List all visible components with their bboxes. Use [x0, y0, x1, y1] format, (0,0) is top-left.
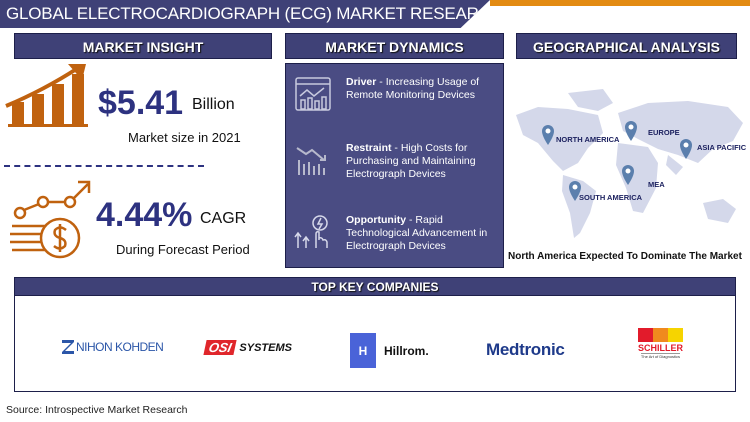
- logo-nihon-kohden: NIHON KOHDEN: [62, 340, 164, 354]
- declining-chart-icon: [296, 147, 326, 175]
- hillrom-mark-icon: H: [350, 333, 376, 368]
- market-dynamics-panel: Driver - Increasing Usage of Remote Moni…: [285, 63, 504, 268]
- schiller-icons: [638, 328, 683, 342]
- companies-heading: TOP KEY COMPANIES: [14, 277, 736, 296]
- region-europe: EUROPE: [648, 128, 680, 137]
- dynamics-driver: Driver - Increasing Usage of Remote Moni…: [294, 76, 499, 112]
- medtronic-text: Medtronic: [486, 340, 565, 359]
- innovation-touch-icon: [294, 215, 328, 248]
- nihon-kohden-text: NIHON KOHDEN: [76, 340, 164, 354]
- report-title: GLOBAL ELECTROCARDIOGRAPH (ECG) MARKET R…: [0, 0, 490, 28]
- dollar-coins-growth-icon: [10, 180, 91, 259]
- dynamics-opportunity: Opportunity - Rapid Technological Advanc…: [294, 214, 499, 253]
- driver-label: Driver: [346, 76, 377, 88]
- dynamics-restraint: Restraint - High Costs for Purchasing an…: [294, 142, 499, 181]
- osi-text: OSI: [203, 340, 238, 355]
- logo-medtronic: Medtronic: [486, 340, 565, 360]
- schiller-text: SCHILLER: [638, 343, 683, 353]
- market-insight-heading: MARKET INSIGHT: [14, 33, 272, 59]
- opportunity-label: Opportunity: [346, 214, 407, 226]
- geographical-analysis-heading: GEOGRAPHICAL ANALYSIS: [516, 33, 737, 59]
- schiller-tagline: The Art of Diagnostics: [640, 353, 681, 359]
- dashboard-chart-icon: [295, 77, 331, 111]
- region-mea: MEA: [648, 180, 665, 189]
- logo-hillrom: H Hillrom.: [350, 333, 429, 368]
- market-size-label: Market size in 2021: [128, 130, 241, 145]
- systems-text: SYSTEMS: [239, 341, 292, 354]
- nihon-kohden-mark-icon: [62, 340, 74, 354]
- market-dynamics-heading: MARKET DYNAMICS: [285, 33, 504, 59]
- opportunity-text: - Rapid Technological Advancement in Ele…: [346, 214, 488, 252]
- driver-text: - Increasing Usage of Remote Monitoring …: [346, 76, 480, 101]
- logo-schiller: SCHILLER The Art of Diagnostics: [638, 328, 683, 359]
- logo-osi-systems: OSI SYSTEMS: [203, 340, 292, 355]
- region-south-america: SOUTH AMERICA: [579, 193, 643, 202]
- divider: [4, 165, 204, 167]
- cagr-value: 4.44%: [96, 196, 193, 234]
- growth-bar-chart-icon: [5, 64, 88, 127]
- restraint-label: Restraint: [346, 142, 392, 154]
- region-north-america: NORTH AMERICA: [556, 135, 620, 144]
- source-note: Source: Introspective Market Research: [6, 404, 188, 416]
- restraint-text: - High Costs for Purchasing and Maintain…: [346, 142, 476, 180]
- geo-caption: North America Expected To Dominate The M…: [508, 251, 742, 262]
- cagr-unit: CAGR: [200, 210, 247, 227]
- market-size-unit: Billion: [192, 96, 235, 113]
- region-asia-pacific: ASIA PACIFIC: [697, 143, 747, 152]
- title-accent-bar: [490, 0, 750, 6]
- world-map: [516, 89, 743, 238]
- cagr-label: During Forecast Period: [116, 242, 250, 257]
- hillrom-text: Hillrom.: [384, 343, 429, 358]
- market-size-value: $5.41: [98, 84, 184, 122]
